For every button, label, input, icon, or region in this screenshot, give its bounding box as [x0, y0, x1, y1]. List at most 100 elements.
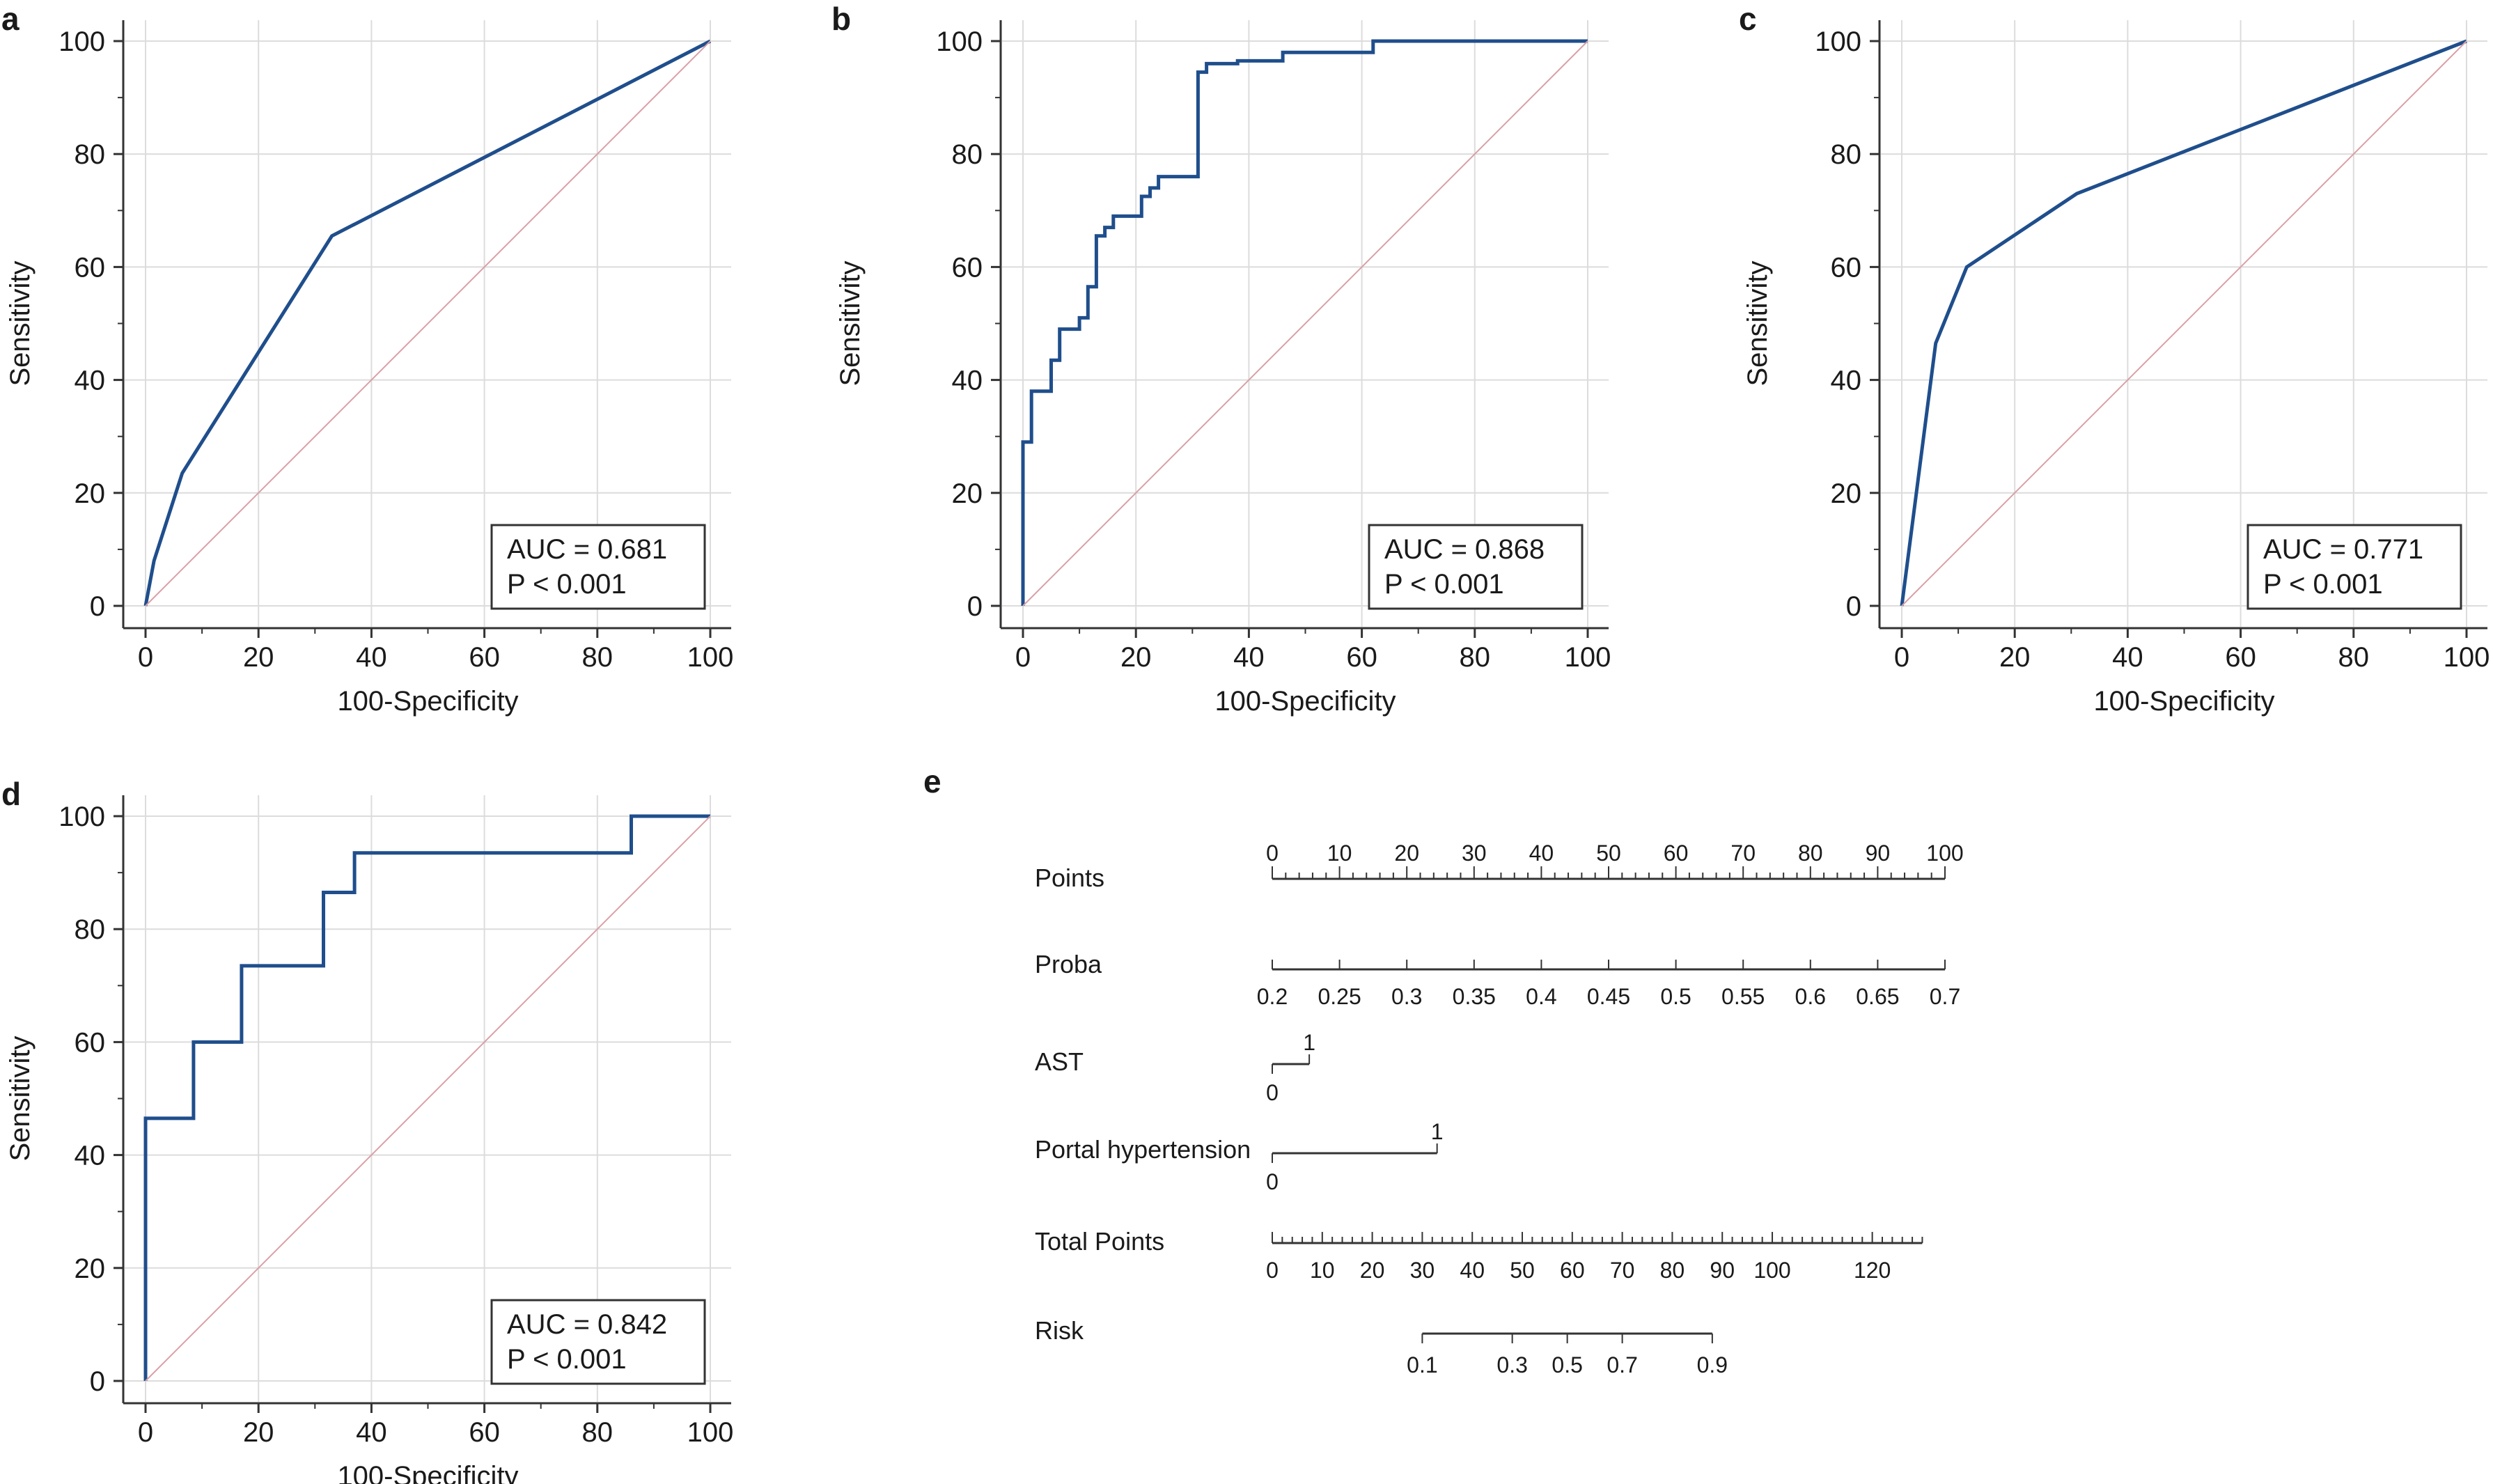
x-tick-label: 20: [1120, 642, 1152, 673]
binary-tick-label: 1: [1431, 1119, 1444, 1144]
roc-curve: [1021, 39, 1588, 606]
risk-tick-label: 0.7: [1607, 1352, 1637, 1377]
binary-tick-label: 0: [1266, 1169, 1279, 1194]
panel-letter-a: a: [1, 1, 19, 37]
binary-tick-label: 0: [1266, 1080, 1279, 1105]
panel-letter-b: b: [831, 1, 851, 37]
auc-label: AUC = 0.868: [1384, 534, 1545, 565]
x-tick-label: 20: [1999, 642, 2031, 673]
nomogram-row-label: Points: [1035, 864, 1104, 892]
y-tick-label: 60: [75, 252, 106, 283]
nomogram-row-label: Portal hypertension: [1035, 1135, 1251, 1164]
proba-tick-label: 0.2: [1257, 984, 1288, 1009]
total-points-tick-label: 10: [1310, 1258, 1335, 1283]
y-axis-title: Sensitivity: [835, 260, 866, 386]
x-tick-label: 60: [2225, 642, 2256, 673]
roc-panel-a: a 0 20 40 60 80 100 0 20 40 60 80 100 100-Specificity…: [1, 1, 733, 717]
risk-tick-label: 0.5: [1552, 1352, 1582, 1377]
nomogram-row-risk: Risk 0.1 0.3 0.5 0.7 0.9: [1035, 1316, 1728, 1377]
total-points-tick-label: 90: [1710, 1258, 1735, 1283]
y-tick-label: 20: [1831, 478, 1862, 509]
total-points-tick-label: 50: [1510, 1258, 1535, 1283]
x-tick-label: 100: [687, 642, 734, 673]
x-tick-label: 0: [138, 1417, 153, 1448]
points-tick-label: 80: [1798, 841, 1823, 866]
y-axis-title: Sensitivity: [5, 1036, 36, 1161]
panel-letter-d: d: [1, 776, 21, 812]
points-tick-label: 50: [1596, 841, 1621, 866]
y-tick-label: 100: [58, 26, 105, 57]
total-points-tick-label: 40: [1460, 1258, 1485, 1283]
x-tick-label: 80: [582, 642, 614, 673]
points-tick-label: 30: [1462, 841, 1487, 866]
auc-box: [490, 1299, 706, 1385]
total-points-tick-label: 30: [1410, 1258, 1435, 1283]
binary-tick-label: 1: [1303, 1030, 1315, 1055]
points-tick-label: 90: [1866, 841, 1891, 866]
nomogram-row-points: Points 0 10 20 30 40 50 60 70 80 90 100: [1035, 841, 1964, 892]
y-tick-label: 60: [75, 1027, 106, 1058]
y-tick-label: 80: [952, 139, 983, 170]
p-value-label: P < 0.001: [1384, 569, 1504, 600]
auc-label: AUC = 0.842: [507, 1309, 667, 1340]
roc-panel-d: d 0 20 40 60 80 100 0 20 40 60 80 100 100-Specificity…: [1, 776, 733, 1484]
x-tick-label: 40: [356, 1417, 387, 1448]
y-tick-label: 40: [75, 366, 106, 396]
total-points-tick-label: 80: [1660, 1258, 1685, 1283]
reference-diagonal-line: [145, 40, 711, 607]
proba-tick-label: 0.5: [1660, 984, 1691, 1009]
x-tick-label: 20: [243, 1417, 274, 1448]
risk-tick-label: 0.9: [1697, 1352, 1728, 1377]
x-axis-title: 100-Specificity: [2093, 686, 2274, 717]
points-tick-label: 40: [1529, 841, 1554, 866]
nomogram-row-label: Total Points: [1035, 1227, 1164, 1256]
auc-label: AUC = 0.771: [2263, 534, 2423, 565]
x-tick-label: 0: [1015, 642, 1031, 673]
auc-box: [490, 524, 706, 610]
nomogram-row-total-points: Total Points 0 10 20 30 40 50 60 70 80 90 100 120: [1035, 1227, 1923, 1283]
proba-tick-label: 0.6: [1795, 984, 1826, 1009]
x-tick-label: 60: [469, 1417, 500, 1448]
y-tick-label: 60: [952, 252, 983, 283]
reference-diagonal-line: [1901, 40, 2467, 607]
y-tick-label: 80: [75, 914, 106, 945]
auc-box: [2246, 524, 2462, 610]
y-tick-label: 100: [1815, 26, 1861, 57]
y-tick-label: 80: [1831, 139, 1862, 170]
y-axis-title: Sensitivity: [5, 260, 36, 386]
proba-tick-label: 0.25: [1318, 984, 1361, 1009]
x-tick-label: 40: [356, 642, 387, 673]
y-tick-label: 0: [967, 591, 983, 622]
points-tick-label: 70: [1730, 841, 1756, 866]
proba-tick-label: 0.65: [1856, 984, 1899, 1009]
points-tick-label: 60: [1664, 841, 1689, 866]
x-tick-label: 80: [2338, 642, 2370, 673]
y-tick-label: 80: [75, 139, 106, 170]
x-tick-label: 100: [2444, 642, 2490, 673]
y-tick-label: 100: [936, 26, 983, 57]
auc-label: AUC = 0.681: [507, 534, 667, 565]
x-tick-label: 40: [2112, 642, 2143, 673]
y-tick-label: 0: [90, 1366, 105, 1397]
proba-tick-label: 0.7: [1930, 984, 1960, 1009]
roc-curve: [143, 39, 712, 607]
roc-curve: [143, 814, 710, 1381]
nomogram-row-label: Proba: [1035, 950, 1102, 978]
proba-tick-label: 0.55: [1721, 984, 1765, 1009]
points-tick-label: 100: [1926, 841, 1963, 866]
nomogram-row-proba: Proba 0.2 0.25 0.3 0.35 0.4 0.45 0.5 0.55 0.6 0.65…: [1035, 950, 1960, 1009]
p-value-label: P < 0.001: [2263, 569, 2383, 600]
x-tick-label: 80: [1460, 642, 1491, 673]
risk-tick-label: 0.1: [1407, 1352, 1437, 1377]
reference-diagonal-line: [145, 815, 711, 1382]
roc-panel-b: b 0 20 40 60 80 100 0 20 40 60 80 100 100-Specificity…: [831, 1, 1611, 717]
points-tick-label: 20: [1394, 841, 1419, 866]
proba-tick-label: 0.45: [1587, 984, 1630, 1009]
nomogram-row-label: AST: [1035, 1047, 1084, 1076]
proba-tick-label: 0.35: [1453, 984, 1496, 1009]
x-axis-title: 100-Specificity: [337, 1461, 518, 1484]
points-tick-label: 10: [1327, 841, 1352, 866]
x-tick-label: 0: [1894, 642, 1909, 673]
